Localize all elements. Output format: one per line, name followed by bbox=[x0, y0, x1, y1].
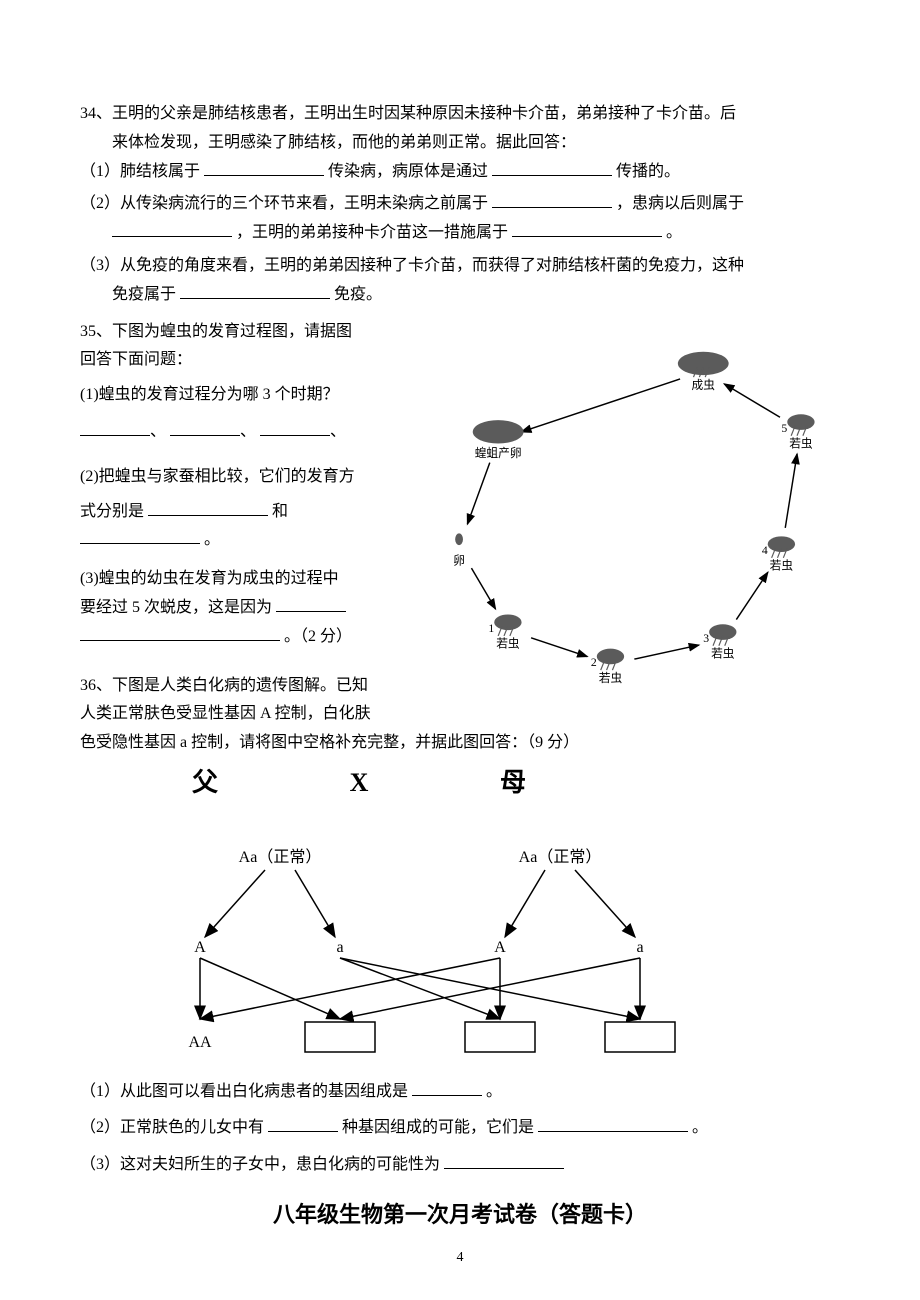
page-number: 4 bbox=[457, 1245, 464, 1270]
text: 。（2 分） bbox=[284, 628, 352, 645]
blank-input[interactable] bbox=[268, 1114, 338, 1132]
blank-input[interactable] bbox=[260, 418, 330, 436]
q34-sub1: （1）肺结核属于 传染病，病原体是通过 传播的。 bbox=[80, 158, 840, 187]
q34-prompt-line1: 34、王明的父亲是肺结核患者，王明出生时因某种原因未接种卡介苗，弟弟接种了卡介苗… bbox=[80, 100, 840, 129]
blank-input[interactable] bbox=[80, 623, 280, 641]
blank-input[interactable] bbox=[512, 219, 662, 237]
svg-text:2: 2 bbox=[591, 656, 597, 669]
footer-title: 八年级生物第一次月考试卷（答题卡） bbox=[80, 1195, 840, 1235]
blank-input[interactable] bbox=[444, 1151, 564, 1169]
svg-text:a: a bbox=[636, 939, 643, 956]
blank-input[interactable] bbox=[492, 158, 612, 176]
svg-text:蝗蛆产卵: 蝗蛆产卵 bbox=[475, 446, 522, 460]
question-35: 35、下图为蝗虫的发育过程图，请据图 回答下面问题： (1)蝗虫的发育过程分为哪… bbox=[80, 318, 840, 730]
blank-input[interactable] bbox=[180, 281, 330, 299]
svg-text:若虫: 若虫 bbox=[496, 637, 520, 650]
svg-text:卵: 卵 bbox=[453, 554, 465, 567]
blank-input[interactable] bbox=[492, 190, 612, 208]
q35-sub1: (1)蝗虫的发育过程分为哪 3 个时期？ bbox=[80, 381, 410, 410]
text: （3）从免疫的角度来看，王明的弟弟因接种了卡介苗，而获得了对肺结核杆菌的免疫力，… bbox=[80, 257, 744, 274]
genetics-diagram: Aa（正常） Aa（正常） Aa Aa AA bbox=[100, 807, 800, 1067]
blank-input[interactable] bbox=[112, 219, 232, 237]
question-34: 34、王明的父亲是肺结核患者，王明出生时因某种原因未接种卡介苗，弟弟接种了卡介苗… bbox=[80, 100, 840, 310]
svg-text:成虫: 成虫 bbox=[692, 378, 716, 391]
svg-text:A: A bbox=[194, 939, 206, 956]
text: （2）正常肤色的儿女中有 bbox=[80, 1119, 264, 1136]
text: （1）从此图可以看出白化病患者的基因组成是 bbox=[80, 1083, 408, 1100]
blank-input[interactable] bbox=[276, 594, 346, 612]
q36-line1: 36、下图是人类白化病的遗传图解。已知 bbox=[80, 672, 410, 701]
text: 种基因组成的可能，它们是 bbox=[342, 1119, 534, 1136]
text: 免疫。 bbox=[334, 286, 382, 303]
svg-text:4: 4 bbox=[762, 543, 768, 556]
q35-text-column: 35、下图为蝗虫的发育过程图，请据图 回答下面问题： (1)蝗虫的发育过程分为哪… bbox=[80, 318, 410, 730]
genetics-header: 父 X 母 bbox=[130, 760, 840, 807]
blank-input[interactable] bbox=[148, 498, 268, 516]
svg-text:a: a bbox=[336, 939, 343, 956]
text: 要经过 5 次蜕皮，这是因为 bbox=[80, 599, 272, 616]
text: （2）从传染病流行的三个环节来看，王明未染病之前属于 bbox=[80, 195, 488, 212]
locust-lifecycle-diagram: 成虫蝗蛆产卵卵1若虫2若虫3若虫4若虫5若虫 bbox=[420, 318, 840, 698]
blank-input[interactable] bbox=[80, 526, 200, 544]
text: 传染病，病原体是通过 bbox=[328, 163, 488, 180]
q35-sub3-line3: 。（2 分） bbox=[80, 623, 410, 652]
svg-text:3: 3 bbox=[703, 631, 709, 644]
q35-sub3-line2: 要经过 5 次蜕皮，这是因为 bbox=[80, 594, 410, 623]
lifecycle-svg: 成虫蝗蛆产卵卵1若虫2若虫3若虫4若虫5若虫 bbox=[420, 318, 840, 698]
mother-label: 母 bbox=[438, 760, 588, 807]
text: 免疫属于 bbox=[112, 286, 176, 303]
q35-title-line1: 35、下图为蝗虫的发育过程图，请据图 bbox=[80, 318, 410, 347]
q36-sub2: （2）正常肤色的儿女中有 种基因组成的可能，它们是 。 bbox=[80, 1114, 840, 1143]
text: 式分别是 bbox=[80, 503, 144, 520]
q36-sub1: （1）从此图可以看出白化病患者的基因组成是 。 bbox=[80, 1078, 840, 1107]
q34-sub2: （2）从传染病流行的三个环节来看，王明未染病之前属于 ，患病以后则属于 ，王明的… bbox=[80, 190, 840, 248]
text: 和 bbox=[272, 503, 288, 520]
svg-text:若虫: 若虫 bbox=[770, 559, 794, 572]
text: 传播的。 bbox=[616, 163, 680, 180]
blank-input[interactable] bbox=[538, 1114, 688, 1132]
svg-text:Aa（正常）: Aa（正常） bbox=[239, 848, 322, 866]
text: 。 bbox=[666, 224, 682, 241]
q35-sub2-line1: (2)把蝗虫与家蚕相比较，它们的发育方 bbox=[80, 463, 410, 492]
svg-text:1: 1 bbox=[488, 622, 494, 635]
q34-sub3: （3）从免疫的角度来看，王明的弟弟因接种了卡介苗，而获得了对肺结核杆菌的免疫力，… bbox=[80, 252, 840, 310]
text: 。 bbox=[204, 531, 220, 548]
q35-title-line2: 回答下面问题： bbox=[80, 346, 410, 375]
svg-text:AA: AA bbox=[188, 1034, 212, 1051]
svg-text:A: A bbox=[494, 939, 506, 956]
text: （1）肺结核属于 bbox=[80, 163, 200, 180]
q35-sub2-line2: 式分别是 和 。 bbox=[80, 498, 410, 556]
q36-sub3: （3）这对夫妇所生的子女中，患白化病的可能性为 bbox=[80, 1151, 840, 1180]
blank-input[interactable] bbox=[170, 418, 240, 436]
svg-text:若虫: 若虫 bbox=[599, 671, 623, 684]
text: ，王明的弟弟接种卡介苗这一措施属于 bbox=[236, 224, 508, 241]
svg-text:Aa（正常）: Aa（正常） bbox=[519, 848, 602, 866]
svg-text:5: 5 bbox=[781, 421, 787, 434]
text: ，患病以后则属于 bbox=[616, 195, 744, 212]
q35-sub1-blanks: 、 、 、 bbox=[80, 418, 410, 447]
svg-text:若虫: 若虫 bbox=[789, 437, 813, 450]
q35-sub3-line1: (3)蝗虫的幼虫在发育为成虫的过程中 bbox=[80, 565, 410, 594]
text: （3）这对夫妇所生的子女中，患白化病的可能性为 bbox=[80, 1156, 440, 1173]
blank-input[interactable] bbox=[80, 418, 150, 436]
q34-prompt-line2: 来体检发现，王明感染了肺结核，而他的弟弟则正常。据此回答： bbox=[80, 129, 840, 158]
text: 。 bbox=[692, 1119, 708, 1136]
blank-input[interactable] bbox=[204, 158, 324, 176]
blank-input[interactable] bbox=[412, 1078, 482, 1096]
cross-symbol: X bbox=[284, 760, 434, 807]
q36-line2: 人类正常肤色受显性基因 A 控制，白化肤 bbox=[80, 700, 410, 729]
svg-text:若虫: 若虫 bbox=[711, 647, 735, 660]
q36-line3: 色受隐性基因 a 控制，请将图中空格补充完整，并据此图回答：（9 分） bbox=[80, 729, 840, 758]
father-label: 父 bbox=[130, 760, 280, 807]
text: 。 bbox=[486, 1083, 502, 1100]
